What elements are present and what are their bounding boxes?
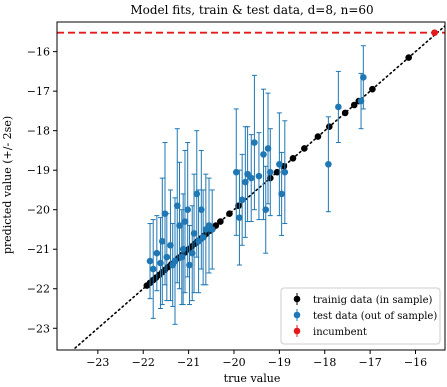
plot-frame — [56, 21, 446, 351]
x-tick-label: −22 — [132, 356, 155, 369]
y-tick-label: −20 — [27, 204, 50, 217]
data-point — [181, 218, 189, 225]
x-axis-label: true value — [224, 372, 281, 385]
x-tick-label: −20 — [222, 356, 245, 369]
data-point — [301, 145, 308, 152]
data-point — [208, 226, 216, 233]
data-point — [325, 160, 332, 168]
data-point — [273, 168, 281, 176]
data-point — [405, 54, 412, 61]
series-0 — [143, 54, 412, 289]
data-point — [431, 29, 438, 36]
data-point — [247, 174, 255, 182]
y-axis-label: predicted value (+/- 2se) — [1, 116, 14, 254]
data-point — [173, 202, 181, 210]
y-tick-label: −22 — [27, 283, 50, 296]
data-point — [266, 168, 274, 176]
data-point — [238, 196, 246, 204]
x-tick-label: −17 — [359, 356, 382, 369]
data-point — [190, 230, 198, 237]
data-point — [178, 253, 186, 261]
data-point — [149, 265, 157, 273]
data-point — [235, 202, 242, 210]
legend-box — [280, 287, 441, 345]
legend: trainig data (in sample) test data (out o… — [280, 287, 441, 345]
y-tick-label: −23 — [27, 322, 50, 335]
data-point — [289, 155, 297, 162]
data-point — [226, 210, 233, 217]
data-point — [255, 172, 263, 180]
data-point — [262, 206, 270, 214]
plot-inner — [57, 25, 445, 350]
series-2 — [431, 29, 438, 36]
data-point — [325, 123, 333, 131]
data-point — [171, 257, 179, 265]
data-point — [153, 249, 161, 257]
data-point — [264, 145, 272, 152]
data-point — [314, 133, 322, 140]
x-tick-label: −16 — [404, 356, 427, 369]
y-tick-label: −19 — [27, 164, 50, 177]
y-tick-label: −16 — [27, 46, 50, 59]
legend-marker — [293, 311, 301, 319]
legend-label: test data (out of sample) — [313, 311, 437, 322]
y-tick-label: −17 — [27, 85, 50, 98]
x-tick-label: −23 — [86, 356, 109, 369]
legend-marker — [293, 327, 301, 335]
data-point — [281, 168, 289, 176]
data-point — [242, 178, 249, 186]
data-point — [158, 238, 166, 245]
x-tick-label: −21 — [177, 356, 200, 369]
y-tick-label: −21 — [27, 243, 50, 256]
data-point — [369, 85, 376, 93]
data-point — [278, 190, 285, 198]
identity-line — [71, 25, 445, 350]
data-point — [217, 218, 224, 225]
data-point — [350, 101, 358, 109]
data-point — [251, 139, 258, 146]
data-point — [341, 109, 349, 117]
data-point — [335, 103, 342, 111]
data-point — [167, 241, 174, 249]
y-tick-label: −18 — [27, 125, 50, 138]
chart-title: Model fits, train & test data, d=8, n=60 — [130, 3, 373, 17]
data-point — [163, 253, 171, 261]
axes: −23 −22 −21 −20 −19 −18 −17 −16 −23 −22 −21 −20 −19 −… — [27, 46, 427, 369]
data-point — [199, 234, 207, 241]
data-point — [195, 238, 202, 245]
data-point — [176, 222, 183, 229]
plot-area — [57, 25, 445, 350]
data-point — [276, 160, 283, 168]
legend-label: trainig data (in sample) — [313, 295, 433, 306]
data-point — [146, 257, 154, 265]
data-point — [360, 74, 367, 81]
data-point — [184, 206, 191, 214]
data-point — [236, 214, 243, 221]
series-1 — [146, 45, 367, 325]
legend-marker — [293, 295, 301, 303]
data-point — [260, 151, 267, 158]
data-point — [357, 97, 365, 105]
x-tick-label: −18 — [313, 356, 336, 369]
data-point — [186, 261, 193, 269]
legend-label: incumbent — [313, 327, 367, 338]
x-tick-label: −19 — [268, 356, 291, 369]
